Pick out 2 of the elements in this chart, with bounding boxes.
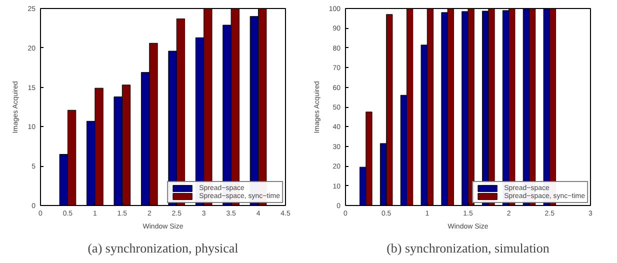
text: (b) synchronization, simulation xyxy=(386,240,550,256)
text: (a) synchronization, physical xyxy=(88,240,239,256)
